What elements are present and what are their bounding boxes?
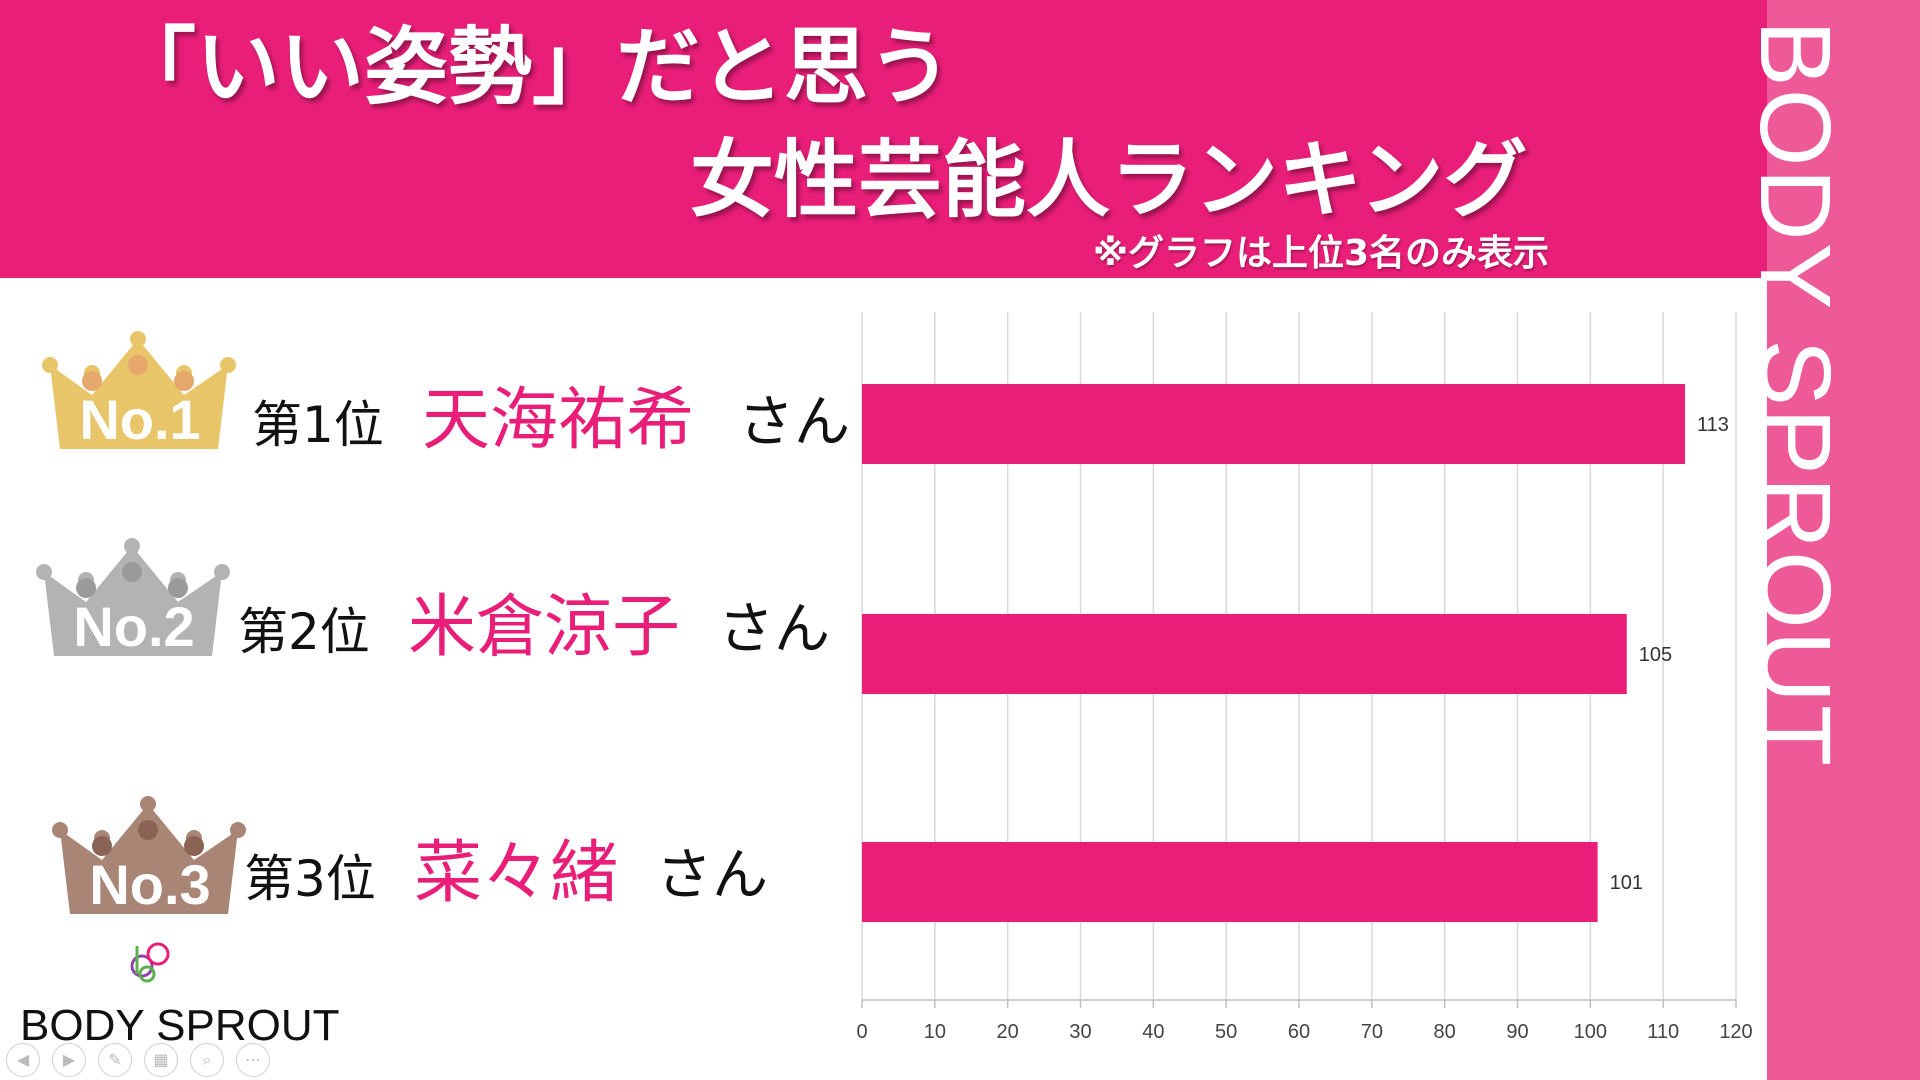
x-tick-label: 10 [924,1021,946,1043]
page-title-line2: 女性芸能人ランキング [690,131,1528,229]
crown-body [60,804,238,914]
rank-label: 第3位 [244,850,376,908]
crown-tip [214,564,230,580]
x-tick-label: 90 [1506,1021,1528,1043]
crown-jewel [184,836,204,856]
rank-name: 天海祐希 [422,381,695,460]
header-banner [0,0,1767,278]
crown-jewel [122,562,142,582]
prev-icon[interactable]: ◀ [6,1043,40,1077]
crown-jewel [92,836,112,856]
body-sprout-logo-icon [130,942,170,983]
x-tick-label: 120 [1719,1021,1752,1043]
x-tick-label: 50 [1215,1021,1237,1043]
x-tick-label: 20 [997,1021,1019,1043]
crown-jewel [138,820,158,840]
x-tick-label: 60 [1288,1021,1310,1043]
x-tick-label: 30 [1069,1021,1091,1043]
crown-body [44,546,222,656]
next-icon[interactable]: ▶ [52,1043,86,1077]
x-tick-label: 40 [1142,1021,1164,1043]
crown-jewel [168,578,188,598]
crown-silver-icon: No.2 [36,538,230,658]
logo-text: BODY SPROUT [20,1001,340,1050]
crown-jewel [82,371,102,391]
crown-jewel [76,578,96,598]
crown-tip [230,822,246,838]
slides-icon[interactable]: ▦ [144,1043,178,1077]
rank-suffix: さん [738,390,850,455]
crown-tip [52,822,68,838]
crown-badge-text: No.2 [73,595,194,658]
rank-name: 菜々緒 [414,834,619,913]
crown-tip [220,357,236,373]
bar [862,384,1686,464]
bar [862,614,1627,694]
zoom-icon[interactable]: ⌕ [190,1043,224,1077]
brand-sidebar [1767,0,1920,1080]
rank-suffix: さん [718,597,830,662]
crown-badge-text: No.1 [79,388,200,451]
page-title-line1: 「いい姿勢」だと思う [112,18,953,116]
x-tick-label: 70 [1361,1021,1383,1043]
crown-gold-icon: No.1 [42,331,236,451]
crown-tip [130,331,146,347]
crown-tip [42,357,58,373]
rank-row-1: No.1 第1位 天海祐希 さん [0,325,860,455]
x-tick-label: 110 [1647,1021,1679,1043]
crown-tip [140,796,156,812]
rank-row-2: No.2 第2位 米倉涼子 さん [0,532,860,662]
rank-suffix: さん [656,843,768,908]
pen-icon[interactable]: ✎ [98,1043,132,1077]
x-tick-label: 80 [1434,1021,1456,1043]
crown-tip [36,564,52,580]
x-tick-label: 0 [856,1021,867,1043]
rank-row-3: No.3 第3位 菜々緒 さん [0,790,860,915]
rank-label: 第2位 [238,603,370,661]
chart-note: ※グラフは上位3名のみ表示 [1093,233,1550,274]
crown-jewel [174,371,194,391]
crown-tip [124,538,140,554]
bar [862,842,1598,922]
x-tick-label: 100 [1574,1021,1607,1043]
rank-label: 第1位 [252,396,384,454]
rank-name: 米倉涼子 [408,588,681,667]
data-label: 101 [1610,872,1643,894]
crown-bronze-icon: No.3 [52,796,246,915]
crown-badge-text: No.3 [89,853,210,915]
crown-jewel [128,355,148,375]
more-icon[interactable]: ⋯ [236,1043,270,1077]
ranking-bar-chart: 0 10 20 30 40 50 60 70 80 90 100 110 120 113 105 101 [856,312,1753,1043]
data-label: 113 [1697,414,1729,436]
crown-body [50,339,228,449]
data-label: 105 [1639,644,1672,666]
